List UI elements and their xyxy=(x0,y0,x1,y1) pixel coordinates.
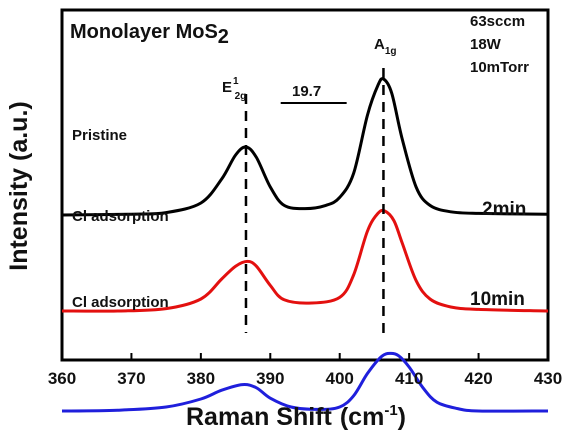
series-line-1 xyxy=(61,208,549,313)
x-tick-label-2: 380 xyxy=(187,369,215,388)
plot-title: Monolayer MoS2 xyxy=(70,21,229,48)
x-tick-label-6: 420 xyxy=(464,369,492,388)
y-axis-title: Intensity (a.u.) xyxy=(5,101,33,270)
series-line-2 xyxy=(61,351,549,413)
time-label-10min: 10min xyxy=(470,289,525,310)
plot-frame xyxy=(60,8,550,362)
time-label-2min: 2min xyxy=(482,199,526,220)
curve-label-pristine: Pristine xyxy=(72,127,127,144)
peak-label-e2g: E1 2g xyxy=(222,76,246,102)
condition-power: 18W xyxy=(470,36,502,53)
x-tick-label-7: 430 xyxy=(534,369,562,388)
peak-guides-group xyxy=(244,68,385,333)
curve-label-cl-2min: Cl adsorption xyxy=(72,208,169,225)
x-tick-label-1: 370 xyxy=(117,369,145,388)
condition-pressure: 10mTorr xyxy=(470,59,529,76)
x-tick-label-0: 360 xyxy=(48,369,76,388)
condition-gas-flow: 63sccm xyxy=(470,13,525,30)
x-ticks-group: 360 370 380 390 400 410 420 430 xyxy=(48,353,562,388)
curve-label-cl-10min: Cl adsorption xyxy=(72,294,169,311)
x-tick-label-5: 410 xyxy=(395,369,423,388)
peak-separation-label: 19.7 xyxy=(292,83,321,100)
x-tick-label-3: 390 xyxy=(256,369,284,388)
peak-label-a1g: A1g xyxy=(374,36,397,57)
x-axis-title: Raman Shift (cm-1) xyxy=(186,402,406,431)
series-line-0 xyxy=(61,77,549,217)
curves-group xyxy=(61,77,549,413)
x-tick-label-4: 400 xyxy=(326,369,354,388)
